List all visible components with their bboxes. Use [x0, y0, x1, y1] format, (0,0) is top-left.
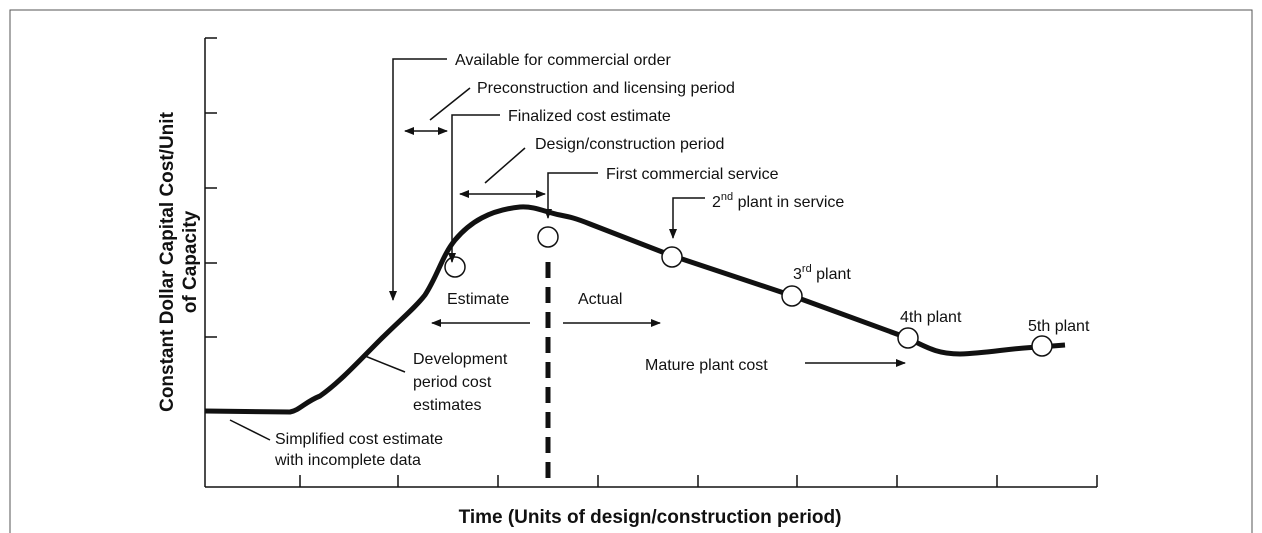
- plant-label: 4th plant: [900, 309, 962, 326]
- plant-sup: rd: [802, 263, 812, 275]
- plant-label: 5th plant: [1028, 318, 1090, 335]
- leaders: [229, 58, 906, 441]
- annotation: Preconstruction and licensing period: [477, 80, 735, 97]
- annotation-part: 2: [712, 194, 721, 211]
- plant-part: 3: [793, 266, 802, 283]
- frame: [9, 9, 1253, 533]
- plant-markers: [444, 226, 1053, 357]
- annotation-sup: nd: [721, 191, 733, 203]
- annotation: Estimate: [447, 291, 509, 308]
- plant-label: 3rd plant: [793, 263, 851, 283]
- y-label: Constant Dollar Capital Cost/Unit: [157, 111, 178, 411]
- annotation: with incomplete data: [274, 452, 421, 469]
- annotation: Actual: [578, 291, 622, 308]
- annotation-part: plant in service: [733, 194, 844, 211]
- y-label: of Capacity: [180, 210, 201, 313]
- axes: [204, 37, 1098, 488]
- annotation: period cost: [413, 374, 492, 391]
- annotation: Simplified cost estimate: [275, 431, 443, 448]
- annotation: First commercial service: [606, 166, 779, 183]
- annotation: estimates: [413, 397, 481, 414]
- annotation: Development: [413, 351, 508, 368]
- annotation: Design/construction period: [535, 136, 724, 153]
- plant-part: plant: [812, 266, 852, 283]
- annotation: Mature plant cost: [645, 357, 768, 374]
- cost-curve: [204, 204, 1066, 415]
- annotation: 2nd plant in service: [712, 191, 844, 211]
- annotation: Available for commercial order: [455, 52, 671, 69]
- x-label: Time (Units of design/construction perio…: [459, 507, 842, 528]
- annotation: Finalized cost estimate: [508, 108, 671, 125]
